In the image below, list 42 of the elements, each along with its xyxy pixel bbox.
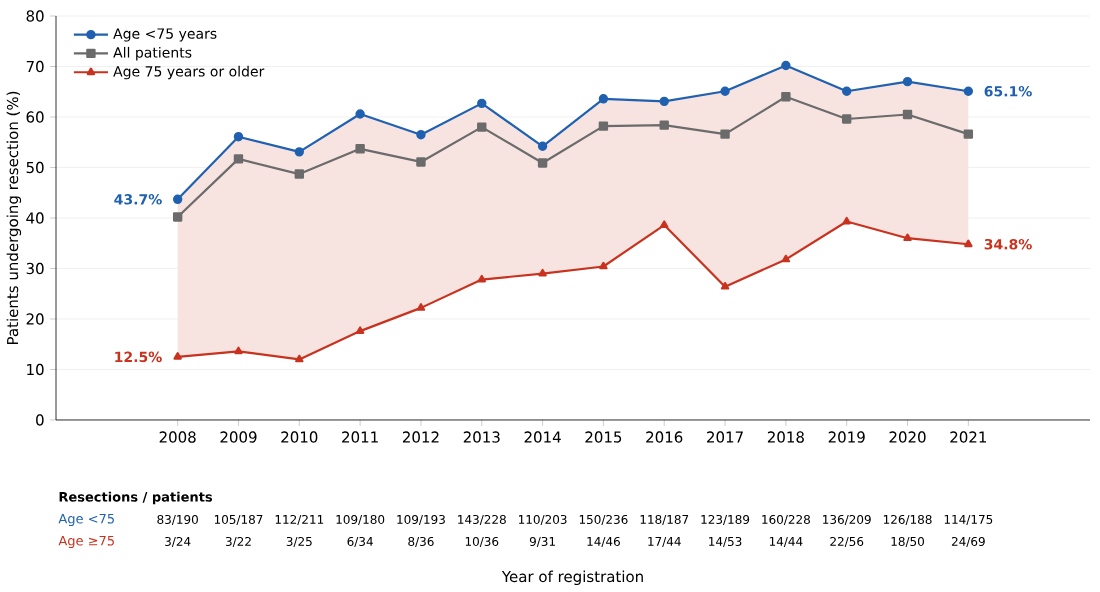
point [416, 129, 426, 140]
point [903, 233, 912, 242]
point [295, 354, 304, 363]
point [781, 254, 791, 263]
point [537, 158, 548, 168]
point [537, 141, 548, 151]
point [659, 120, 669, 130]
point [842, 216, 851, 225]
point [598, 94, 609, 104]
point [660, 220, 669, 228]
point [355, 109, 365, 119]
point [599, 261, 608, 270]
point [902, 76, 913, 87]
point [294, 147, 304, 157]
point [720, 281, 730, 290]
point [841, 114, 852, 124]
point [963, 86, 974, 96]
point [173, 352, 182, 360]
point [172, 194, 183, 205]
point [416, 303, 426, 311]
point [172, 212, 183, 222]
point [477, 122, 487, 132]
point [538, 268, 547, 277]
point [233, 131, 244, 142]
point [477, 98, 487, 109]
point [234, 346, 243, 355]
point [233, 154, 244, 164]
point [781, 60, 791, 71]
point [720, 86, 730, 96]
point [477, 274, 486, 283]
point [964, 239, 973, 248]
point [781, 92, 791, 102]
point [841, 86, 852, 96]
point [355, 144, 365, 154]
point [598, 121, 609, 131]
point [720, 129, 730, 139]
point [963, 129, 974, 139]
point [294, 169, 304, 179]
point [659, 96, 669, 107]
point [902, 109, 913, 120]
point [416, 157, 426, 167]
point [355, 326, 365, 334]
